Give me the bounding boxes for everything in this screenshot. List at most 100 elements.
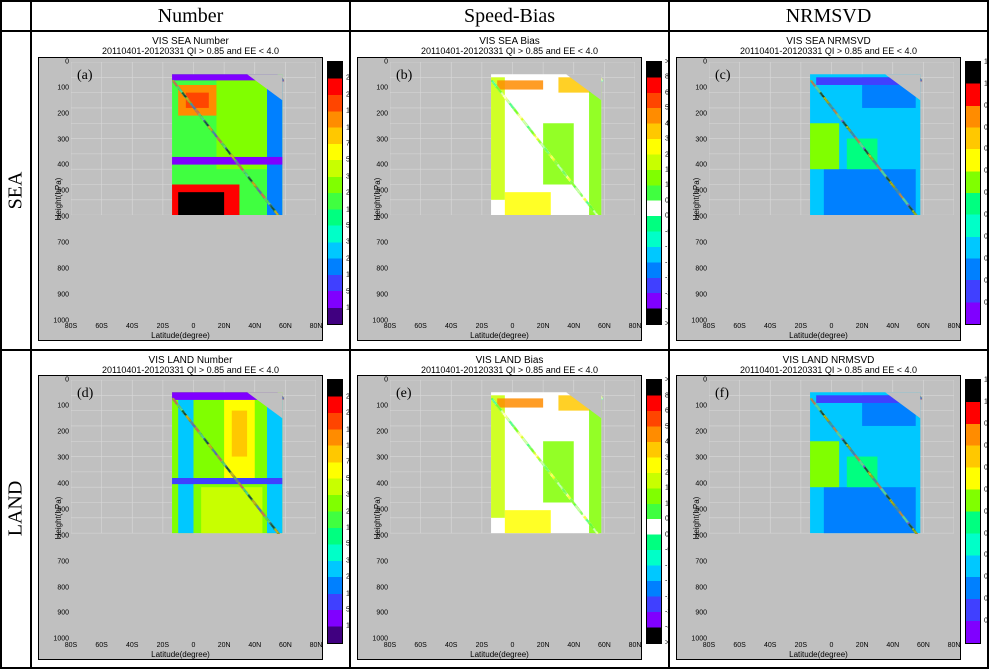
x-tick: 20S xyxy=(157,323,169,330)
y-tick: 800 xyxy=(370,266,388,273)
panel-subtitle: 20110401-20120331 QI > 0.85 and EE < 4.0 xyxy=(357,47,662,57)
col-header-label: Speed-Bias xyxy=(464,5,555,28)
y-tick: 800 xyxy=(689,266,707,273)
colorbar: 8654321.510.50-0.5-1-1.5-2-3-4> 8> -4 xyxy=(646,61,662,326)
x-tick: 20S xyxy=(795,323,807,330)
y-tick: 200 xyxy=(689,429,707,436)
x-tick: 80N xyxy=(948,323,961,330)
y-tick: 800 xyxy=(51,584,69,591)
colorbar: 2500200015001000750500300200100503020105… xyxy=(327,61,343,326)
col-header-speedbias: Speed-Bias xyxy=(350,1,669,31)
x-tick: 60N xyxy=(598,323,611,330)
x-axis-label: Latitude(degree) xyxy=(470,331,529,340)
x-tick: 20N xyxy=(856,642,869,649)
y-tick: 800 xyxy=(51,266,69,273)
colorbar-label: 0.9 xyxy=(984,102,988,109)
x-tick: 40N xyxy=(567,642,580,649)
y-tick: 400 xyxy=(689,162,707,169)
x-tick: 40S xyxy=(445,323,457,330)
col-header-label: Number xyxy=(158,5,224,28)
y-tick: 800 xyxy=(689,584,707,591)
colorbar-label: 0.2 xyxy=(984,574,988,581)
y-tick: 700 xyxy=(689,240,707,247)
x-tick: 0 xyxy=(511,323,515,330)
panel-title: VIS LAND Number xyxy=(38,355,343,366)
y-tick: 700 xyxy=(51,240,69,247)
panel-title: VIS LAND Bias xyxy=(357,355,662,366)
x-tick: 20N xyxy=(218,642,231,649)
colorbar-label: 1.0 xyxy=(984,399,988,406)
y-tick: 900 xyxy=(370,291,388,298)
row-header-sea: SEA xyxy=(1,31,31,350)
y-tick: 900 xyxy=(51,610,69,617)
panel-subtitle: 20110401-20120331 QI > 0.85 and EE < 4.0 xyxy=(676,47,981,57)
y-tick: 0 xyxy=(51,377,69,384)
y-tick: 500 xyxy=(689,188,707,195)
y-tick: 700 xyxy=(51,558,69,565)
y-tick: 300 xyxy=(689,136,707,143)
panel-b: VIS SEA Bias 20110401-20120331 QI > 0.85… xyxy=(350,31,669,350)
colorbar-label: 0.7 xyxy=(984,146,988,153)
y-tick: 900 xyxy=(689,291,707,298)
y-tick: 500 xyxy=(51,188,69,195)
plot-area: (d) Height(hPa) Latitude(degree) 0100200… xyxy=(38,375,323,660)
y-tick: 0 xyxy=(370,377,388,384)
y-tick: 300 xyxy=(51,136,69,143)
heatmap xyxy=(390,62,635,215)
heatmap xyxy=(71,62,316,215)
y-tick: 200 xyxy=(370,429,388,436)
y-tick: 600 xyxy=(51,532,69,539)
panel-a: VIS SEA Number 20110401-20120331 QI > 0.… xyxy=(31,31,350,350)
panel-letter: (c) xyxy=(715,68,731,84)
colorbar-label: 0.3 xyxy=(984,552,988,559)
x-tick: 60N xyxy=(279,323,292,330)
x-tick: 0 xyxy=(511,642,515,649)
x-tick: 60N xyxy=(917,642,930,649)
colorbar-label: 0.8 xyxy=(984,124,988,131)
x-tick: 40S xyxy=(764,323,776,330)
panel-title: VIS LAND NRMSVD xyxy=(676,355,981,366)
colorbar-label: 0.9 xyxy=(984,421,988,428)
colorbar-label: 0.1 xyxy=(984,596,988,603)
x-tick: 40N xyxy=(567,323,580,330)
y-tick: 700 xyxy=(370,558,388,565)
y-tick: 200 xyxy=(370,110,388,117)
y-tick: 100 xyxy=(370,84,388,91)
y-tick: 600 xyxy=(51,214,69,221)
col-header-nrmsvd: NRMSVD xyxy=(669,1,988,31)
panel-letter: (e) xyxy=(396,386,412,402)
panel-subtitle: 20110401-20120331 QI > 0.85 and EE < 4.0 xyxy=(38,47,343,57)
x-tick: 0 xyxy=(830,642,834,649)
colorbar-label: 0.4 xyxy=(984,212,988,219)
panel-subtitle: 20110401-20120331 QI > 0.85 and EE < 4.0 xyxy=(676,366,981,376)
colorbar-label: 0.7 xyxy=(984,464,988,471)
y-tick: 100 xyxy=(370,403,388,410)
x-tick: 60S xyxy=(95,323,107,330)
y-tick: 600 xyxy=(689,214,707,221)
y-tick: 400 xyxy=(370,162,388,169)
colorbar: 8654321.510.50-0.5-1-1.5-2-3-4> 8> -4 xyxy=(646,379,662,644)
colorbar-label: 1.0 xyxy=(984,80,988,87)
y-tick: 200 xyxy=(51,110,69,117)
heatmap xyxy=(390,380,635,533)
x-tick: 60S xyxy=(733,642,745,649)
y-tick: 100 xyxy=(689,403,707,410)
heatmap xyxy=(71,380,316,533)
y-tick: 400 xyxy=(51,480,69,487)
y-tick: 800 xyxy=(370,584,388,591)
row-header-label: LAND xyxy=(5,481,28,537)
y-tick: 500 xyxy=(51,506,69,513)
y-tick: 200 xyxy=(689,110,707,117)
x-tick: 20S xyxy=(157,642,169,649)
x-tick: 20S xyxy=(795,642,807,649)
plot-area: (e) Height(hPa) Latitude(degree) 0100200… xyxy=(357,375,642,660)
x-tick: 0 xyxy=(830,323,834,330)
colorbar-label: 0 xyxy=(984,618,988,625)
colorbar-over-label: 1.0 xyxy=(984,58,988,65)
colorbar: 2500200015001000750500300200100503020105… xyxy=(327,379,343,644)
y-tick: 300 xyxy=(51,455,69,462)
y-tick: 500 xyxy=(370,188,388,195)
x-axis-label: Latitude(degree) xyxy=(151,650,210,659)
x-tick: 20N xyxy=(537,642,550,649)
colorbar-label: 0.6 xyxy=(984,486,988,493)
